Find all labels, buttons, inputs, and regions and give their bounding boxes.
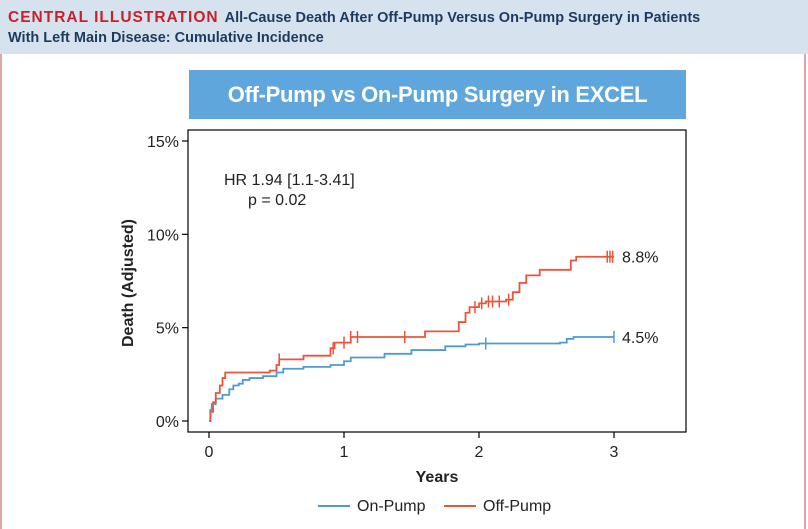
plot-area (187, 129, 687, 433)
x-tick-label: 0 (205, 444, 214, 461)
legend-off-pump-label: Off-Pump (483, 498, 551, 515)
legend: On-Pump Off-Pump (318, 498, 551, 515)
figure-title-line-1: All-Cause Death After Off-Pump Versus On… (224, 10, 701, 26)
y-tick-label: 10% (147, 227, 179, 244)
p-value-text: p = 0.02 (248, 192, 306, 209)
off-pump-curve (209, 255, 614, 422)
off-pump-end-label: 8.8% (622, 250, 658, 267)
y-tick-label: 15% (147, 134, 179, 151)
x-tick-label: 3 (610, 444, 619, 461)
on-pump-end-label: 4.5% (622, 330, 658, 347)
on-pump-curve (209, 336, 614, 422)
central-illustration-label: CENTRAL ILLUSTRATION (8, 9, 219, 26)
x-axis-label: Years (416, 469, 459, 486)
y-tick-label: 5% (156, 321, 179, 338)
chart-title: Off-Pump vs On-Pump Surgery in EXCEL (189, 70, 686, 119)
hazard-ratio-text: HR 1.94 [1.1-3.41] (224, 172, 355, 189)
y-tick-label: 0% (156, 414, 179, 431)
figure-title-line-2: With Left Main Disease: Cumulative Incid… (8, 30, 324, 46)
legend-on-pump-label: On-Pump (357, 498, 426, 515)
y-axis-label: Death (Adjusted) (120, 219, 137, 347)
x-tick-label: 1 (340, 444, 349, 461)
header-line-1: CENTRAL ILLUSTRATION All-Cause Death Afte… (8, 8, 808, 28)
x-tick-label: 2 (475, 444, 484, 461)
header-banner: CENTRAL ILLUSTRATION All-Cause Death Afte… (0, 0, 808, 54)
figure-frame (0, 54, 806, 529)
